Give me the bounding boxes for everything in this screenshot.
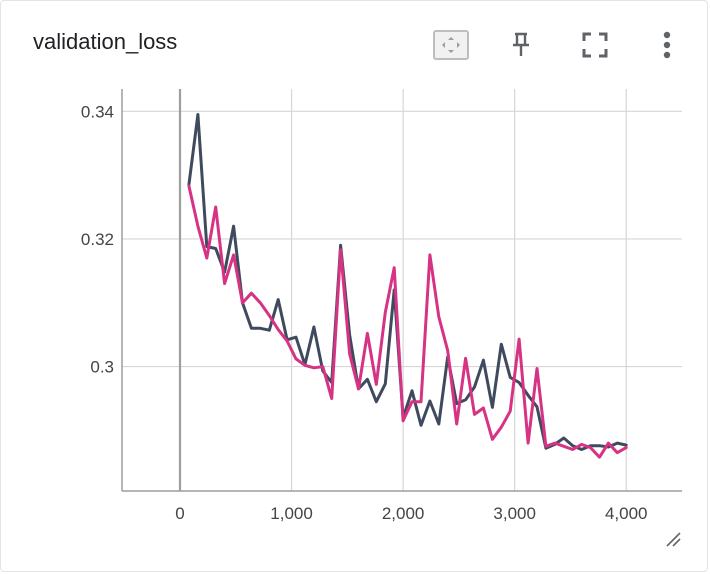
axes [121, 89, 682, 492]
y-tick-label: 0.34 [81, 102, 114, 121]
pin-icon [509, 31, 533, 59]
more-vert-icon [662, 30, 672, 60]
series-line-1 [187, 113, 628, 451]
x-tick-label: 0 [175, 504, 184, 523]
grid-lines [122, 89, 682, 491]
x-tick-label: 3,000 [493, 504, 536, 523]
series-line-2 [187, 184, 628, 459]
x-tick-label: 1,000 [270, 504, 313, 523]
fullscreen-icon [581, 31, 609, 59]
x-tick-label: 2,000 [382, 504, 425, 523]
more-options-button[interactable] [649, 27, 685, 63]
fit-domain-icon [432, 29, 470, 61]
resize-handle-icon[interactable] [663, 529, 683, 549]
x-tick-label: 4,000 [605, 504, 648, 523]
series-lines [187, 113, 628, 459]
fit-domain-button[interactable] [433, 27, 469, 63]
card-title: validation_loss [33, 29, 178, 54]
y-tick-label: 0.3 [90, 358, 114, 377]
y-tick-label: 0.32 [81, 230, 114, 249]
tick-labels: 0 1,000 2,000 3,000 4,000 0.3 0.32 0.34 [81, 102, 648, 523]
pin-button[interactable] [503, 27, 539, 63]
fullscreen-button[interactable] [577, 27, 613, 63]
